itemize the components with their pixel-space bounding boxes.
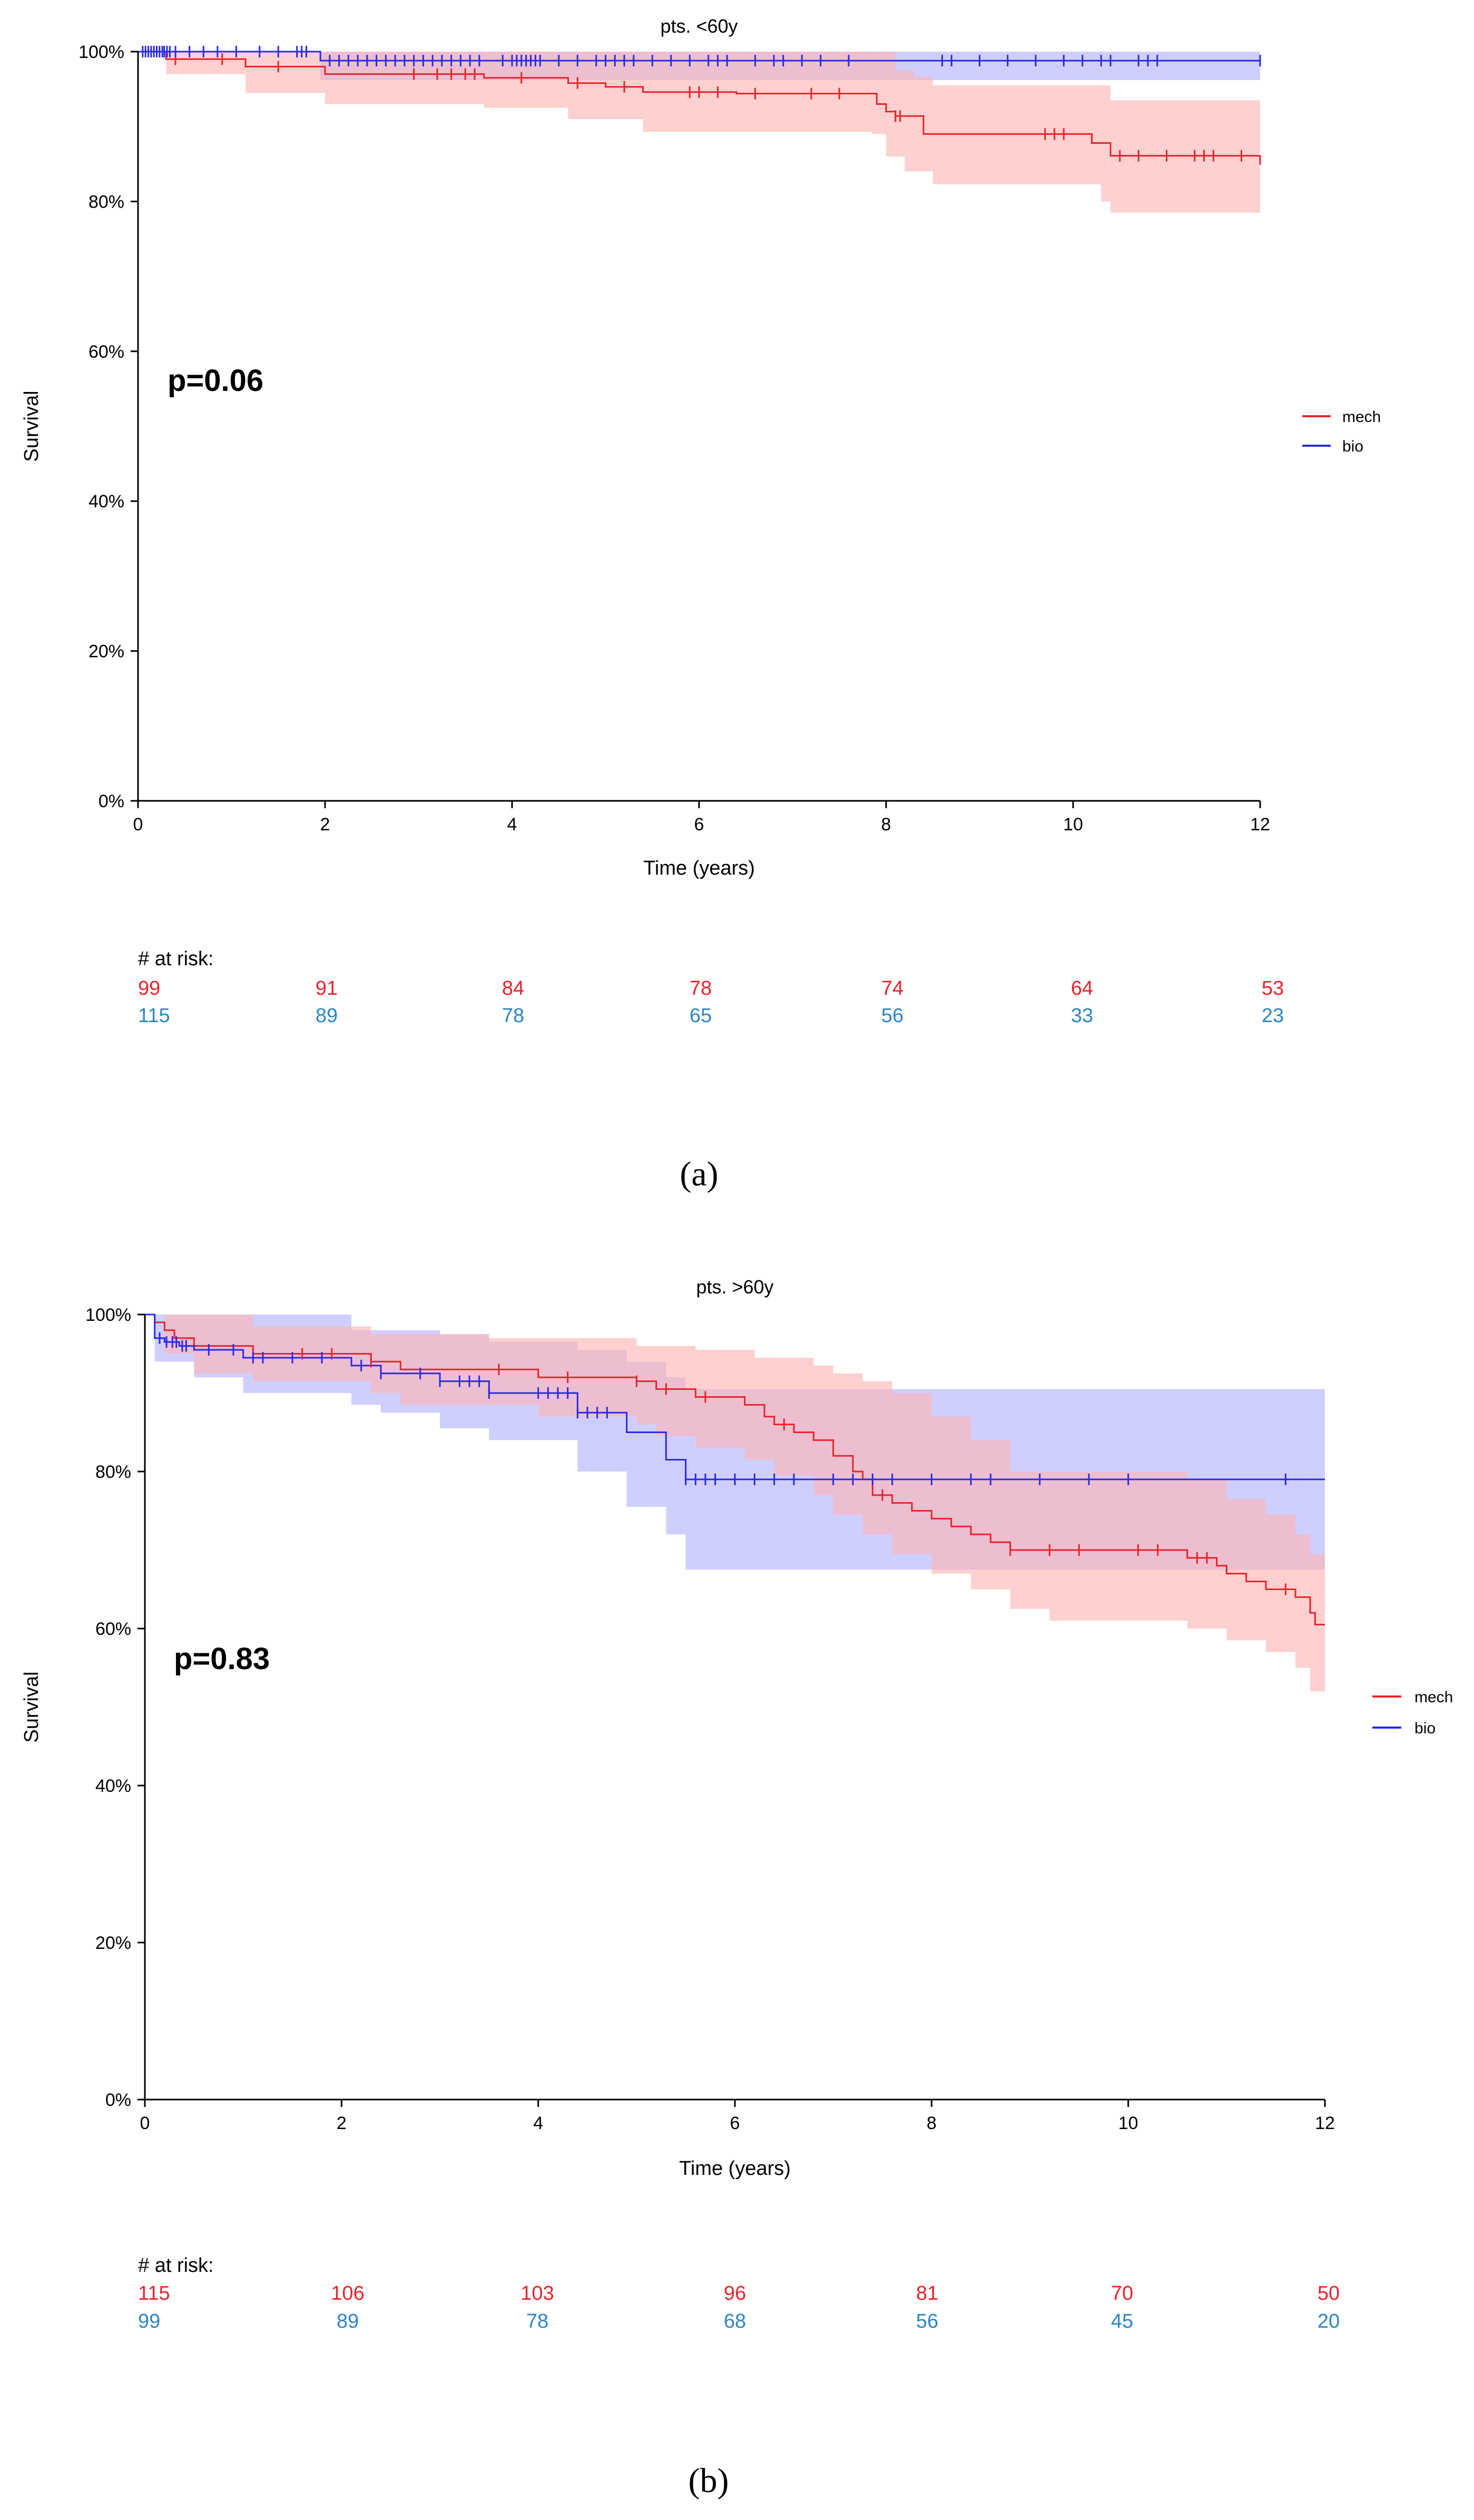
panel-b-confidence-bands — [145, 1315, 1325, 1700]
x-tick-label: 4 — [533, 2113, 543, 2133]
panel-a-legend: mech bio — [1302, 408, 1381, 455]
panel-a-survival-curves — [138, 51, 1261, 165]
risk-count-bio: 45 — [1111, 2310, 1133, 2332]
risk-count-mech: 115 — [138, 2282, 170, 2305]
panel-a-y-ticks: 0% 20% 40% 60% 80% 100% — [78, 42, 138, 811]
panel-b-y-ticks: 0% 20% 40% 60% 80% 100% — [85, 1305, 145, 2110]
panel-b-legend-bio-label: bio — [1414, 1720, 1436, 1737]
panel-a-risk-header: # at risk: — [138, 948, 214, 970]
panel-b-chart: 0%20%40%60%80%100% 0 2 4 6 8 10 12 pts. >60y T… — [21, 1276, 1453, 2500]
risk-count-bio: 33 — [1071, 1005, 1093, 1027]
panel-a-x-ticks: 0 2 4 6 8 10 12 — [133, 801, 1270, 835]
panel-b-p-value: p=0.83 — [174, 1642, 270, 1676]
risk-count-mech: 103 — [520, 2282, 554, 2305]
x-tick-label: 4 — [507, 815, 517, 835]
y-tick-label: 60% — [89, 342, 124, 362]
panel-b-censor-marks — [159, 1332, 1286, 1595]
panel-a-censor-marks — [142, 46, 1261, 162]
ci-band-mech — [138, 52, 1260, 213]
survival-curve-bio — [138, 51, 1260, 62]
risk-count-mech: 53 — [1262, 977, 1284, 999]
risk-count-mech: 106 — [331, 2282, 364, 2305]
y-tick-label: 40% — [95, 1776, 131, 1796]
risk-count-bio: 78 — [526, 2310, 548, 2332]
risk-count-bio: 56 — [881, 1005, 903, 1027]
panel-b-x-ticks: 0 2 4 6 8 10 12 — [140, 2100, 1335, 2133]
y-tick-label: 0% — [99, 791, 124, 811]
x-tick-label: 6 — [730, 2113, 740, 2133]
y-tick-label: 0% — [105, 2090, 131, 2110]
panel-a-legend-mech-label: mech — [1342, 408, 1381, 426]
risk-count-mech: 74 — [881, 977, 903, 999]
panel-b-y-axis-label: Survival — [21, 1671, 43, 1742]
y-tick-label: 100% — [85, 1305, 131, 1325]
risk-count-bio: 56 — [916, 2310, 938, 2332]
panel-a-risk-mech-row: 99 91 84 78 74 64 53 — [138, 977, 1284, 999]
panel-b-risk-mech-row: 115 106 103 96 81 70 50 — [138, 2282, 1340, 2305]
panel-b-risk-header: # at risk: — [138, 2254, 214, 2277]
risk-count-mech: 64 — [1071, 977, 1093, 999]
panel-b-legend: mech bio — [1372, 1689, 1453, 1737]
y-tick-label: 60% — [95, 1619, 131, 1639]
risk-count-mech: 81 — [916, 2282, 938, 2305]
risk-count-bio: 99 — [138, 2310, 160, 2332]
panel-a-risk-table: # at risk: 99 91 84 78 74 64 53 115 89 78 65 56 33 2… — [138, 948, 1284, 1027]
x-tick-label: 0 — [133, 815, 143, 835]
risk-count-bio: 23 — [1262, 1005, 1284, 1027]
survival-curve-mech — [138, 51, 1261, 165]
risk-count-mech: 50 — [1318, 2282, 1340, 2305]
panel-a-caption: (a) — [680, 1155, 718, 1193]
y-tick-label: 20% — [95, 1933, 131, 1953]
panel-a-x-axis-label: Time (years) — [643, 857, 755, 879]
risk-count-bio: 65 — [690, 1005, 712, 1027]
x-tick-label: 12 — [1315, 2113, 1335, 2133]
panel-b-title: pts. >60y — [696, 1276, 773, 1298]
x-tick-label: 12 — [1250, 815, 1270, 835]
panel-b-risk-bio-row: 99 89 78 68 56 45 20 — [138, 2310, 1340, 2332]
x-tick-label: 2 — [337, 2113, 347, 2133]
panel-a-risk-bio-row: 115 89 78 65 56 33 23 — [138, 1005, 1284, 1027]
risk-count-bio: 89 — [337, 2310, 359, 2332]
y-tick-label: 20% — [89, 642, 124, 662]
y-tick-label: 40% — [89, 492, 124, 512]
risk-count-bio: 115 — [138, 1005, 170, 1027]
risk-count-mech: 84 — [502, 977, 524, 999]
risk-count-mech: 70 — [1111, 2282, 1133, 2305]
risk-count-mech: 78 — [690, 977, 712, 999]
x-tick-label: 10 — [1063, 815, 1083, 835]
panel-b-caption: (b) — [689, 2462, 729, 2500]
panel-b-legend-mech-label: mech — [1414, 1689, 1453, 1706]
panel-a-chart: 0% 20% 40% 60% 80% 100% 0 2 4 6 8 10 12 pts. <60y T… — [21, 15, 1381, 1193]
risk-count-bio: 68 — [724, 2310, 746, 2332]
ci-band-mech — [145, 1315, 1325, 1700]
risk-count-mech: 91 — [316, 977, 338, 999]
risk-count-bio: 89 — [316, 1005, 338, 1027]
x-tick-label: 8 — [927, 2113, 937, 2133]
y-tick-label: 80% — [89, 192, 124, 212]
y-tick-label: 80% — [95, 1462, 131, 1482]
x-tick-label: 2 — [320, 815, 330, 835]
risk-count-mech: 96 — [724, 2282, 746, 2305]
panel-b-risk-table: # at risk: 115 106 103 96 81 70 50 99 89 78 68 56 4… — [138, 2254, 1340, 2332]
risk-count-bio: 78 — [502, 1005, 524, 1027]
x-tick-label: 8 — [881, 815, 891, 835]
risk-count-mech: 99 — [138, 977, 160, 999]
panel-a-p-value: p=0.06 — [168, 364, 263, 398]
panel-a-confidence-bands — [138, 52, 1260, 213]
x-tick-label: 0 — [140, 2113, 150, 2133]
panel-a-legend-bio-label: bio — [1342, 438, 1363, 455]
risk-count-bio: 20 — [1318, 2310, 1340, 2332]
panel-b-x-axis-label: Time (years) — [679, 2158, 791, 2180]
x-tick-label: 6 — [694, 815, 704, 835]
panel-a-title: pts. <60y — [660, 15, 738, 37]
y-tick-label: 100% — [78, 42, 124, 62]
x-tick-label: 10 — [1118, 2113, 1138, 2133]
panel-a-y-axis-label: Survival — [21, 390, 43, 462]
